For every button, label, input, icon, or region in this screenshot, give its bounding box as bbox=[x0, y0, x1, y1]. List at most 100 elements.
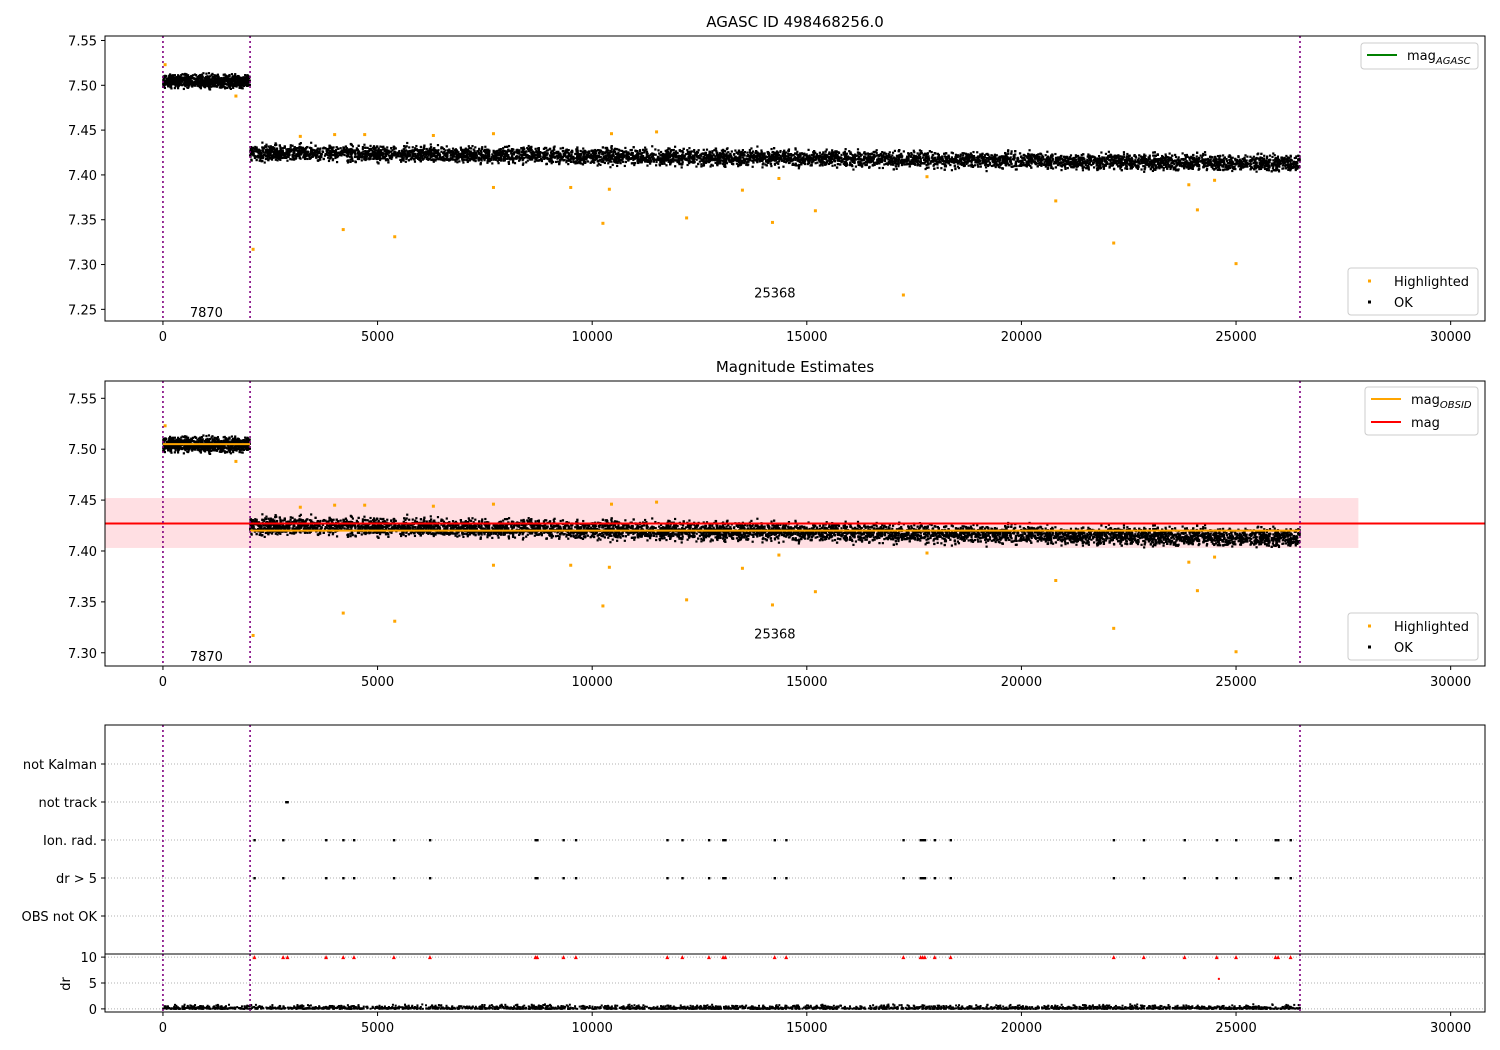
ok-point bbox=[887, 160, 891, 163]
ok-point bbox=[542, 147, 546, 150]
ok-point bbox=[454, 160, 457, 163]
ok-point bbox=[245, 78, 248, 81]
ok-point bbox=[206, 75, 209, 78]
ok-point bbox=[1242, 162, 1245, 165]
ok-point bbox=[212, 77, 215, 80]
ok-point bbox=[1282, 163, 1285, 167]
ok-point bbox=[423, 147, 426, 150]
ok-point bbox=[238, 86, 241, 89]
ok-point bbox=[357, 154, 360, 157]
ok-point bbox=[215, 84, 219, 87]
ok-point bbox=[961, 152, 964, 155]
ok-point bbox=[812, 154, 815, 157]
ok-point bbox=[214, 84, 217, 87]
ok-point bbox=[665, 164, 668, 167]
ok-point bbox=[1258, 166, 1261, 169]
ok-point bbox=[185, 75, 188, 79]
ok-point bbox=[421, 149, 425, 152]
ok-point bbox=[787, 148, 791, 151]
ok-point bbox=[216, 78, 219, 81]
ok-point bbox=[1139, 162, 1142, 165]
ok-point bbox=[534, 154, 538, 157]
ok-point bbox=[193, 73, 196, 76]
ok-point bbox=[843, 163, 847, 166]
ok-point bbox=[206, 81, 209, 84]
ok-point bbox=[646, 158, 649, 162]
ok-point bbox=[261, 149, 264, 152]
ok-point bbox=[1243, 163, 1246, 166]
ok-point bbox=[891, 154, 894, 157]
ok-point bbox=[770, 147, 773, 151]
ok-point bbox=[184, 81, 187, 84]
ok-point bbox=[219, 78, 222, 81]
ok-point bbox=[230, 73, 234, 76]
ok-point bbox=[365, 153, 368, 156]
ok-point bbox=[221, 78, 224, 81]
ok-point bbox=[164, 81, 168, 85]
ok-point bbox=[206, 84, 209, 88]
ok-point bbox=[910, 153, 913, 156]
ok-point bbox=[729, 154, 733, 157]
ok-point bbox=[837, 151, 840, 154]
ok-point bbox=[702, 158, 705, 161]
ok-point bbox=[518, 159, 521, 162]
ok-point bbox=[797, 159, 800, 163]
ok-point bbox=[936, 163, 939, 166]
ok-point bbox=[1202, 152, 1205, 156]
ok-point bbox=[1203, 158, 1206, 162]
ok-point bbox=[593, 153, 597, 157]
ok-point bbox=[166, 79, 169, 82]
ok-point bbox=[566, 155, 570, 158]
ok-point bbox=[180, 78, 184, 81]
ok-point bbox=[1195, 155, 1198, 158]
ok-point bbox=[1168, 156, 1172, 159]
ok-point bbox=[1009, 158, 1012, 162]
ok-point bbox=[717, 158, 720, 162]
ok-point bbox=[1190, 155, 1193, 158]
ok-point bbox=[793, 163, 796, 166]
ok-point bbox=[162, 82, 165, 86]
ok-point bbox=[681, 161, 684, 164]
ok-point bbox=[695, 150, 699, 153]
ok-point bbox=[1195, 157, 1198, 160]
ok-point bbox=[967, 158, 971, 161]
ok-point bbox=[801, 152, 804, 156]
ok-point bbox=[988, 163, 992, 166]
ok-point bbox=[209, 85, 212, 88]
ok-point bbox=[298, 148, 301, 152]
ok-point bbox=[174, 85, 177, 88]
ok-point bbox=[176, 84, 179, 87]
ok-point bbox=[251, 148, 254, 151]
ok-point bbox=[990, 164, 993, 168]
ok-point bbox=[604, 158, 607, 161]
ok-point bbox=[168, 76, 171, 80]
ok-point bbox=[926, 160, 929, 164]
ok-point bbox=[764, 163, 767, 166]
ok-point bbox=[773, 159, 776, 162]
ok-point bbox=[633, 163, 636, 167]
ok-point bbox=[510, 150, 514, 153]
ok-point bbox=[607, 162, 610, 165]
ok-point bbox=[207, 75, 210, 79]
ok-point bbox=[310, 147, 313, 150]
ok-point bbox=[962, 154, 965, 157]
ok-point bbox=[412, 155, 416, 158]
ok-point bbox=[445, 145, 448, 148]
ok-point bbox=[201, 75, 204, 78]
ok-point bbox=[854, 165, 858, 168]
ok-point bbox=[229, 79, 232, 82]
ok-point bbox=[882, 153, 885, 156]
ok-point bbox=[243, 80, 246, 83]
ok-point bbox=[898, 154, 901, 157]
ok-point bbox=[1164, 153, 1167, 156]
ok-point bbox=[807, 148, 810, 151]
ok-point bbox=[751, 151, 754, 155]
ok-point bbox=[398, 149, 401, 153]
ok-point bbox=[274, 144, 277, 147]
ok-point bbox=[456, 153, 459, 156]
ok-point bbox=[1231, 156, 1234, 159]
ok-point bbox=[751, 150, 755, 153]
ok-point bbox=[777, 160, 781, 163]
ok-point bbox=[1171, 164, 1174, 167]
ok-point bbox=[225, 86, 229, 90]
